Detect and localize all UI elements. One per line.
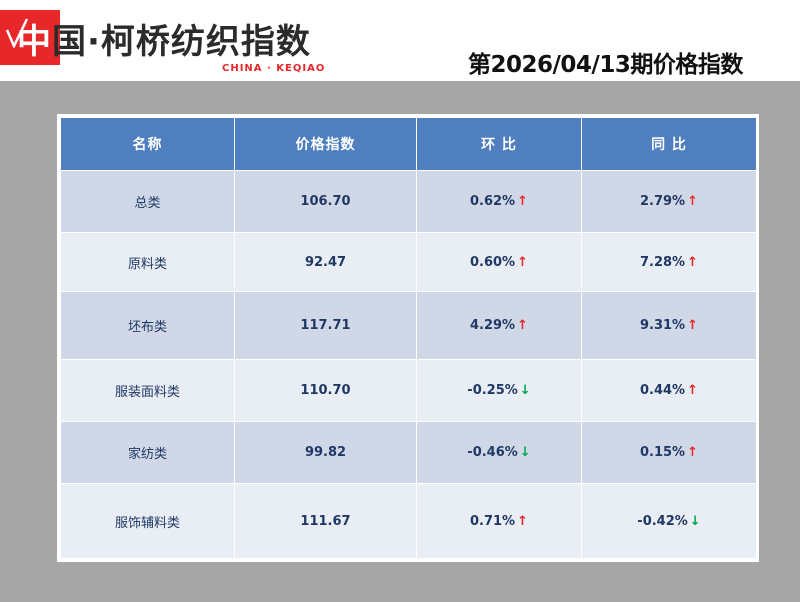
cell-name: 总类 [60,170,235,233]
logo-title-rest: 国·柯桥纺织指数 [52,22,311,62]
cell-yoy-value: 2.79% [639,194,686,209]
cell-yoy: 2.79% ↑ [581,170,757,233]
cell-yoy: 7.28% ↑ [581,232,757,292]
arrow-up-icon: ↑ [687,254,698,270]
table-row: 家纺类 99.82 -0.46% ↓ 0.15% ↑ [60,421,757,484]
cell-name: 家纺类 [60,421,235,484]
cell-index-value: 117.71 [300,318,351,333]
arrow-down-icon: ↓ [519,383,531,398]
cell-index-value: 106.70 [300,194,351,209]
cell-yoy-value: 0.44% [639,383,686,398]
column-header-index: 价格指数 [234,117,417,171]
cell-mom-value: 0.60% [469,254,516,270]
arrow-up-icon: ↑ [517,318,528,333]
period-title: 第2026/04/13期价格指数 [468,52,743,78]
cell-yoy-value: 0.15% [639,445,686,460]
cell-index-value: 99.82 [304,445,347,460]
cell-name-value: 家纺类 [127,447,167,462]
cell-name: 坯布类 [60,291,235,360]
header: 中国·柯桥纺织指数 CHINA · KEQIAO 第2026/04/13期价格指… [0,0,800,81]
table-header-row: 名称 价格指数 环 比 同 比 [60,117,757,171]
table-row: 服饰辅料类 111.67 0.71% ↑ -0.42% ↓ [60,483,757,559]
cell-index: 110.70 [234,359,417,422]
cell-yoy: 0.15% ↑ [581,421,757,484]
arrow-up-icon: ↑ [687,194,698,209]
arrow-down-icon: ↓ [689,513,701,529]
arrow-up-icon: ↑ [517,513,528,529]
cell-mom: 0.62% ↑ [416,170,582,233]
arrow-down-icon: ↓ [519,445,531,460]
cell-yoy-value: 9.31% [639,318,686,333]
price-index-table: 名称 价格指数 环 比 同 比 总类 106.70 0.62% ↑ 2.79% ↑ 原料类 9… [60,117,757,559]
column-header-mom: 环 比 [416,117,582,171]
cell-mom-value: -0.25% [467,383,518,398]
cell-mom: 0.71% ↑ [416,483,582,559]
cell-name-value: 总类 [134,196,161,211]
cell-mom: 4.29% ↑ [416,291,582,360]
cell-yoy: 9.31% ↑ [581,291,757,360]
cell-mom-value: 0.71% [469,513,516,529]
table-row: 服装面料类 110.70 -0.25% ↓ 0.44% ↑ [60,359,757,422]
arrow-up-icon: ↑ [687,383,698,398]
cell-yoy: -0.42% ↓ [581,483,757,559]
cell-yoy-value: 7.28% [639,254,686,270]
cell-name: 服饰辅料类 [60,483,235,559]
table-row: 坯布类 117.71 4.29% ↑ 9.31% ↑ [60,291,757,360]
cell-index: 117.71 [234,291,417,360]
cell-index-value: 92.47 [304,254,347,270]
cell-index-value: 111.67 [300,513,351,529]
logo-subtitle: CHINA · KEQIAO [222,63,326,74]
cell-index: 106.70 [234,170,417,233]
cell-yoy: 0.44% ↑ [581,359,757,422]
cell-mom: 0.60% ↑ [416,232,582,292]
cell-index-value: 110.70 [300,383,351,398]
cell-mom: -0.25% ↓ [416,359,582,422]
cell-mom: -0.46% ↓ [416,421,582,484]
cell-index: 92.47 [234,232,417,292]
cell-name-value: 原料类 [127,256,167,272]
table-row: 总类 106.70 0.62% ↑ 2.79% ↑ [60,170,757,233]
arrow-up-icon: ↑ [687,318,698,333]
column-header-name: 名称 [60,117,235,171]
cell-mom-value: 0.62% [469,194,516,209]
table-row: 原料类 92.47 0.60% ↑ 7.28% ↑ [60,232,757,292]
cell-index: 111.67 [234,483,417,559]
cell-mom-value: 4.29% [469,318,516,333]
cell-yoy-value: -0.42% [637,513,688,529]
cell-name-value: 服饰辅料类 [114,515,180,531]
cell-name-value: 坯布类 [127,320,167,335]
logo-first-char: 中 [17,22,52,62]
cell-name: 原料类 [60,232,235,292]
cell-index: 99.82 [234,421,417,484]
logo-title: 中国·柯桥纺织指数 [17,14,311,63]
arrow-up-icon: ↑ [517,254,528,270]
check-mark-icon [6,18,28,48]
arrow-up-icon: ↑ [517,194,528,209]
cell-name: 服装面料类 [60,359,235,422]
arrow-up-icon: ↑ [687,445,698,460]
column-header-yoy: 同 比 [581,117,757,171]
cell-name-value: 服装面料类 [114,385,180,400]
cell-mom-value: -0.46% [467,445,518,460]
